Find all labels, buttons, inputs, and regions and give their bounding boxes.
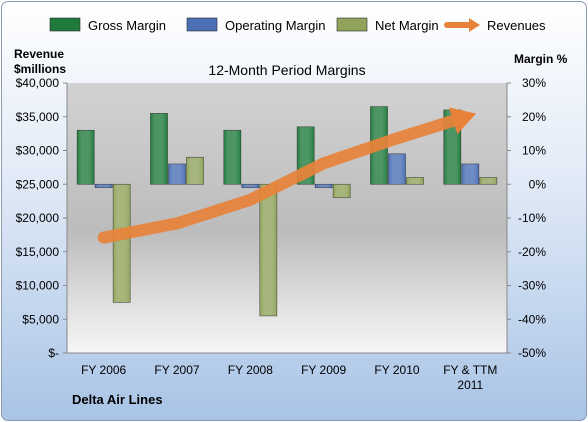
bar-shine	[406, 177, 424, 185]
category-label: FY 2008	[228, 363, 273, 377]
category-label: FY & TTM	[443, 363, 497, 377]
bar-shine	[186, 157, 204, 185]
right-tick-label: 20%	[522, 110, 546, 124]
legend-label: Operating Margin	[225, 18, 325, 33]
bar-shine	[461, 164, 479, 185]
right-axis-label: Margin %	[514, 52, 568, 66]
revenue-arrowhead	[448, 107, 477, 135]
category-label: 2011	[457, 378, 483, 392]
bar-shine	[241, 184, 259, 188]
category-label: FY 2009	[301, 363, 346, 377]
legend: Gross Margin Operating Margin Net Margin Re…	[49, 17, 546, 33]
right-tick-label: 10%	[522, 144, 546, 158]
right-tick-label: -50%	[518, 346, 546, 360]
revenue-line-path	[97, 114, 460, 244]
bar-shine	[333, 184, 351, 198]
left-tick-label: $40,000	[16, 76, 60, 90]
left-tick-label: $15,000	[16, 245, 60, 259]
right-tick-label: -20%	[518, 245, 546, 259]
left-axis-label-line2: $millions	[14, 62, 66, 76]
left-tick-label: $25,000	[16, 177, 60, 191]
bar-shine	[77, 130, 95, 185]
left-tick-label: $35,000	[16, 110, 60, 124]
right-tick-label: -10%	[518, 211, 546, 225]
axis-ticks: $40,000 $35,000 $30,000 $25,000 $20,000 $15,0…	[16, 76, 547, 392]
legend-swatch	[49, 17, 81, 32]
bar-shine	[315, 184, 333, 188]
right-tick-label: 30%	[522, 76, 546, 90]
legend-swatch-arrow	[469, 18, 480, 32]
bar-shine	[168, 164, 186, 185]
bar-shine	[223, 130, 241, 185]
left-tick-label: $-	[48, 346, 59, 360]
chart-title: 12-Month Period Margins	[208, 62, 365, 78]
legend-label: Net Margin	[375, 18, 439, 33]
revenue-line	[97, 107, 477, 244]
bar-shine	[113, 184, 131, 303]
left-tick-label: $30,000	[16, 144, 60, 158]
category-label: FY 2010	[374, 363, 419, 377]
bar-shine	[95, 184, 113, 188]
legend-swatch	[186, 17, 218, 32]
category-label: FY 2007	[154, 363, 199, 377]
right-tick-label: -40%	[518, 312, 546, 326]
left-tick-label: $5,000	[22, 312, 59, 326]
legend-swatch	[336, 17, 368, 32]
bar-shine	[388, 153, 406, 185]
bar-shine	[150, 113, 168, 185]
right-tick-label: -30%	[518, 279, 546, 293]
left-axis-label-line1: Revenue	[14, 47, 64, 61]
right-tick-label: 0%	[529, 177, 547, 191]
bar-shine	[259, 184, 277, 316]
legend-label: Revenues	[487, 18, 546, 33]
left-tick-label: $10,000	[16, 279, 60, 293]
bar-shine	[479, 177, 497, 185]
left-tick-label: $20,000	[16, 211, 60, 225]
bars	[76, 106, 498, 317]
legend-label: Gross Margin	[88, 18, 166, 33]
category-label: FY 2006	[81, 363, 126, 377]
company-name: Delta Air Lines	[72, 392, 163, 407]
